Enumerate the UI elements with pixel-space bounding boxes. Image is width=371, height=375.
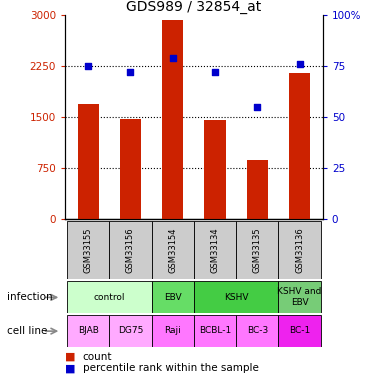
Bar (152, 315, 194, 347)
Text: KSHV: KSHV (224, 292, 248, 302)
Point (296, 61, 302, 67)
Bar (120, 118, 141, 219)
Bar (162, 21, 183, 219)
Bar (67, 315, 109, 347)
Bar (67, 221, 109, 279)
Text: Raji: Raji (164, 326, 181, 335)
Bar (78, 104, 99, 219)
Bar (194, 315, 236, 347)
Text: count: count (83, 352, 112, 362)
Bar (278, 315, 321, 347)
Text: ■: ■ (65, 352, 75, 362)
Text: BJAB: BJAB (78, 326, 99, 335)
Text: GSM33156: GSM33156 (126, 228, 135, 273)
Text: ■: ■ (65, 363, 75, 373)
Title: GDS989 / 32854_at: GDS989 / 32854_at (126, 0, 262, 14)
Point (212, 69, 218, 75)
Bar (152, 281, 194, 313)
Text: EBV: EBV (164, 292, 181, 302)
Bar (194, 221, 236, 279)
Point (170, 55, 176, 61)
Bar (194, 281, 278, 313)
Bar (67, 281, 152, 313)
Text: DG75: DG75 (118, 326, 143, 335)
Text: control: control (93, 292, 125, 302)
Text: GSM33134: GSM33134 (210, 228, 220, 273)
Bar (204, 120, 226, 219)
Text: GSM33135: GSM33135 (253, 228, 262, 273)
Text: BC-1: BC-1 (289, 326, 310, 335)
Bar (236, 315, 278, 347)
Point (128, 69, 134, 75)
Text: GSM33136: GSM33136 (295, 227, 304, 273)
Bar (278, 281, 321, 313)
Bar (278, 221, 321, 279)
Text: KSHV and
EBV: KSHV and EBV (278, 288, 322, 307)
Bar (152, 221, 194, 279)
Text: percentile rank within the sample: percentile rank within the sample (83, 363, 259, 373)
Bar (109, 315, 152, 347)
Point (254, 104, 260, 110)
Text: cell line: cell line (7, 326, 48, 336)
Bar (289, 73, 310, 219)
Bar (109, 221, 152, 279)
Text: GSM33154: GSM33154 (168, 228, 177, 273)
Text: BCBL-1: BCBL-1 (199, 326, 231, 335)
Bar (236, 221, 278, 279)
Text: BC-3: BC-3 (247, 326, 268, 335)
Text: infection: infection (7, 292, 53, 302)
Bar (247, 160, 268, 219)
Text: GSM33155: GSM33155 (84, 228, 93, 273)
Point (85, 63, 91, 69)
